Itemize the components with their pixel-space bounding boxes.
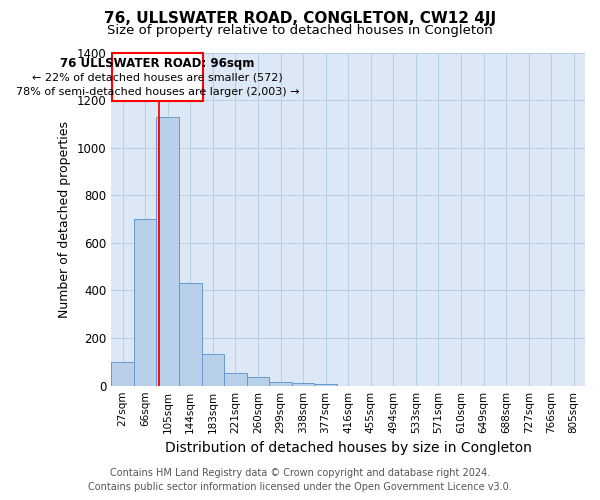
Text: ← 22% of detached houses are smaller (572): ← 22% of detached houses are smaller (57…: [32, 73, 283, 83]
Text: Contains HM Land Registry data © Crown copyright and database right 2024.
Contai: Contains HM Land Registry data © Crown c…: [88, 468, 512, 492]
Text: 76, ULLSWATER ROAD, CONGLETON, CW12 4JJ: 76, ULLSWATER ROAD, CONGLETON, CW12 4JJ: [104, 11, 496, 26]
Text: Size of property relative to detached houses in Congleton: Size of property relative to detached ho…: [107, 24, 493, 37]
Bar: [314, 384, 337, 386]
Text: 76 ULLSWATER ROAD: 96sqm: 76 ULLSWATER ROAD: 96sqm: [61, 56, 255, 70]
Bar: [269, 382, 292, 386]
Text: 78% of semi-detached houses are larger (2,003) →: 78% of semi-detached houses are larger (…: [16, 86, 299, 97]
Y-axis label: Number of detached properties: Number of detached properties: [58, 120, 71, 318]
Bar: [112, 362, 134, 386]
Bar: [157, 117, 179, 386]
Bar: [179, 284, 202, 386]
Bar: [247, 378, 269, 386]
Bar: [134, 219, 157, 386]
Bar: [224, 372, 247, 386]
Bar: [112, 52, 203, 102]
Bar: [202, 354, 224, 386]
X-axis label: Distribution of detached houses by size in Congleton: Distribution of detached houses by size …: [165, 441, 532, 455]
Bar: [292, 384, 314, 386]
